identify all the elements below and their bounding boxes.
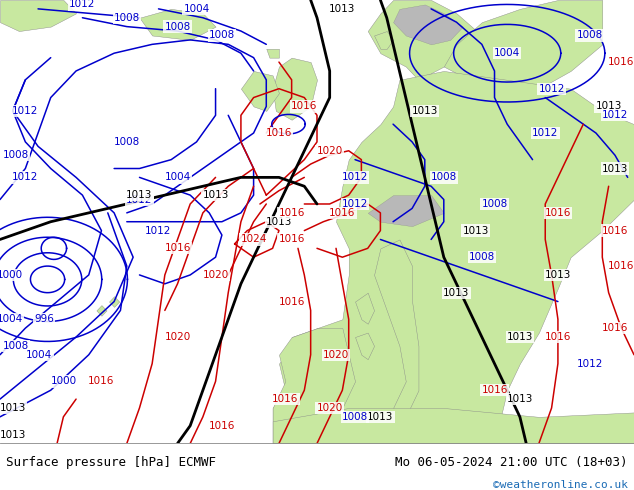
Text: 1013: 1013 [443, 288, 470, 298]
Text: 1013: 1013 [602, 164, 628, 173]
Text: 1004: 1004 [164, 172, 191, 182]
Text: 1013: 1013 [411, 106, 438, 116]
Text: 1012: 1012 [342, 172, 368, 182]
Text: 1012: 1012 [532, 128, 559, 138]
Text: 1013: 1013 [462, 225, 489, 236]
Text: 1020: 1020 [202, 270, 229, 280]
Text: 1013: 1013 [126, 190, 153, 200]
Text: 1008: 1008 [3, 150, 29, 160]
Text: 1020: 1020 [164, 332, 191, 342]
Text: 1016: 1016 [545, 332, 571, 342]
Text: 1004: 1004 [0, 314, 23, 324]
Text: 1013: 1013 [507, 394, 533, 404]
Text: 1024: 1024 [240, 234, 267, 245]
Text: 1016: 1016 [608, 57, 634, 67]
Text: 1016: 1016 [88, 376, 115, 387]
Text: 1000: 1000 [50, 376, 77, 387]
Text: 1004: 1004 [26, 350, 53, 360]
Text: Surface pressure [hPa] ECMWF: Surface pressure [hPa] ECMWF [6, 456, 216, 468]
Text: 1013: 1013 [202, 190, 229, 200]
Text: 1016: 1016 [545, 208, 571, 218]
Text: 1008: 1008 [576, 30, 603, 41]
Text: 1012: 1012 [126, 195, 153, 204]
Text: 1020: 1020 [316, 146, 343, 156]
Text: 1013: 1013 [595, 101, 622, 111]
Text: 1008: 1008 [3, 341, 29, 351]
Text: 1016: 1016 [602, 225, 628, 236]
Text: 1016: 1016 [209, 421, 235, 431]
Text: 1004: 1004 [494, 48, 521, 58]
Text: 1000: 1000 [0, 270, 23, 280]
Text: 1016: 1016 [266, 128, 292, 138]
Text: 1016: 1016 [272, 394, 299, 404]
Text: 1012: 1012 [69, 0, 96, 9]
Text: 1016: 1016 [291, 101, 318, 111]
Text: 1012: 1012 [538, 84, 565, 94]
Text: 1004: 1004 [183, 4, 210, 14]
Text: 1008: 1008 [164, 22, 191, 32]
Text: 1016: 1016 [164, 244, 191, 253]
Text: 1020: 1020 [323, 350, 349, 360]
Text: 1013: 1013 [367, 412, 394, 422]
Text: 1008: 1008 [430, 172, 457, 182]
Text: 1016: 1016 [278, 208, 305, 218]
Text: 1013: 1013 [266, 217, 292, 227]
Text: 1013: 1013 [329, 4, 356, 14]
Text: 1012: 1012 [576, 359, 603, 368]
Text: 1016: 1016 [278, 296, 305, 307]
Text: 1012: 1012 [342, 199, 368, 209]
Text: 1016: 1016 [329, 208, 356, 218]
Text: Mo 06-05-2024 21:00 UTC (18+03): Mo 06-05-2024 21:00 UTC (18+03) [395, 456, 628, 468]
Text: 1013: 1013 [545, 270, 571, 280]
Text: 1016: 1016 [481, 385, 508, 395]
Text: 1008: 1008 [113, 13, 140, 23]
Text: 1008: 1008 [342, 412, 368, 422]
Text: 1016: 1016 [602, 323, 628, 333]
Text: 1012: 1012 [602, 110, 628, 121]
Text: 1016: 1016 [278, 234, 305, 245]
Text: 1008: 1008 [481, 199, 508, 209]
Text: 1013: 1013 [0, 430, 26, 440]
Text: 1013: 1013 [507, 332, 533, 342]
Text: 1008: 1008 [209, 30, 235, 41]
Text: 1012: 1012 [12, 172, 39, 182]
Text: 996: 996 [34, 314, 55, 324]
Text: 1013: 1013 [0, 403, 26, 413]
Text: ©weatheronline.co.uk: ©weatheronline.co.uk [493, 480, 628, 490]
Text: 1020: 1020 [316, 403, 343, 413]
Text: 1008: 1008 [469, 252, 495, 262]
Text: 1012: 1012 [145, 225, 172, 236]
Text: 1008: 1008 [113, 137, 140, 147]
Text: 1016: 1016 [608, 261, 634, 271]
Text: 1012: 1012 [12, 106, 39, 116]
